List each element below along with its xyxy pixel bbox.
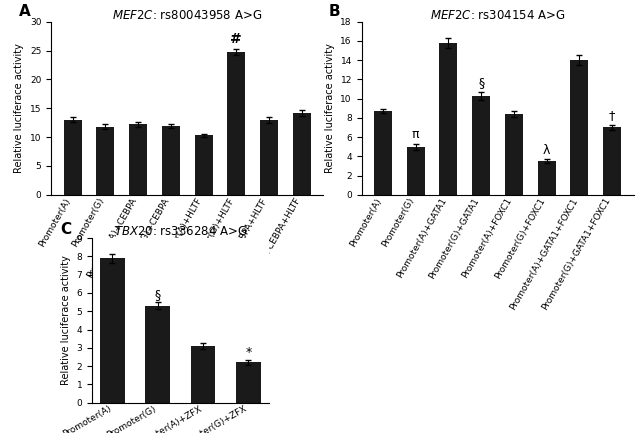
Text: π: π (412, 129, 419, 142)
Text: C: C (60, 222, 71, 237)
Bar (227, 52, 245, 195)
Bar (195, 136, 212, 195)
Text: *: * (245, 346, 252, 359)
Bar (406, 147, 425, 195)
Bar (63, 120, 81, 195)
Text: λ: λ (543, 144, 550, 157)
Bar (129, 124, 147, 195)
Bar (505, 114, 523, 195)
Bar (96, 127, 115, 195)
Bar (604, 127, 621, 195)
Text: A: A (19, 4, 30, 19)
Bar (145, 306, 170, 403)
Bar (260, 120, 278, 195)
Text: §: § (155, 288, 161, 301)
Bar (570, 60, 589, 195)
Text: #: # (230, 32, 242, 46)
Bar (293, 113, 311, 195)
Bar (472, 96, 490, 195)
Bar (538, 161, 556, 195)
Bar (236, 362, 260, 403)
Bar (100, 258, 125, 403)
Bar (440, 43, 458, 195)
Title: $\mathit{MEF2C}$: rs80043958 A>G: $\mathit{MEF2C}$: rs80043958 A>G (112, 9, 262, 22)
Bar (191, 346, 216, 403)
Title: $\mathit{TBX20}$: rs336284 A>G: $\mathit{TBX20}$: rs336284 A>G (114, 225, 247, 238)
Bar (162, 126, 180, 195)
Text: B: B (329, 4, 340, 19)
Title: $\mathit{MEF2C}$: rs304154 A>G: $\mathit{MEF2C}$: rs304154 A>G (430, 9, 565, 22)
Bar (374, 111, 392, 195)
Text: †: † (609, 109, 616, 122)
Y-axis label: Relative luciferace activity: Relative luciferace activity (15, 43, 24, 173)
Text: §: § (478, 77, 484, 90)
Y-axis label: Relative luciferace activity: Relative luciferace activity (325, 43, 335, 173)
Y-axis label: Relative luciferace activity: Relative luciferace activity (61, 255, 71, 385)
